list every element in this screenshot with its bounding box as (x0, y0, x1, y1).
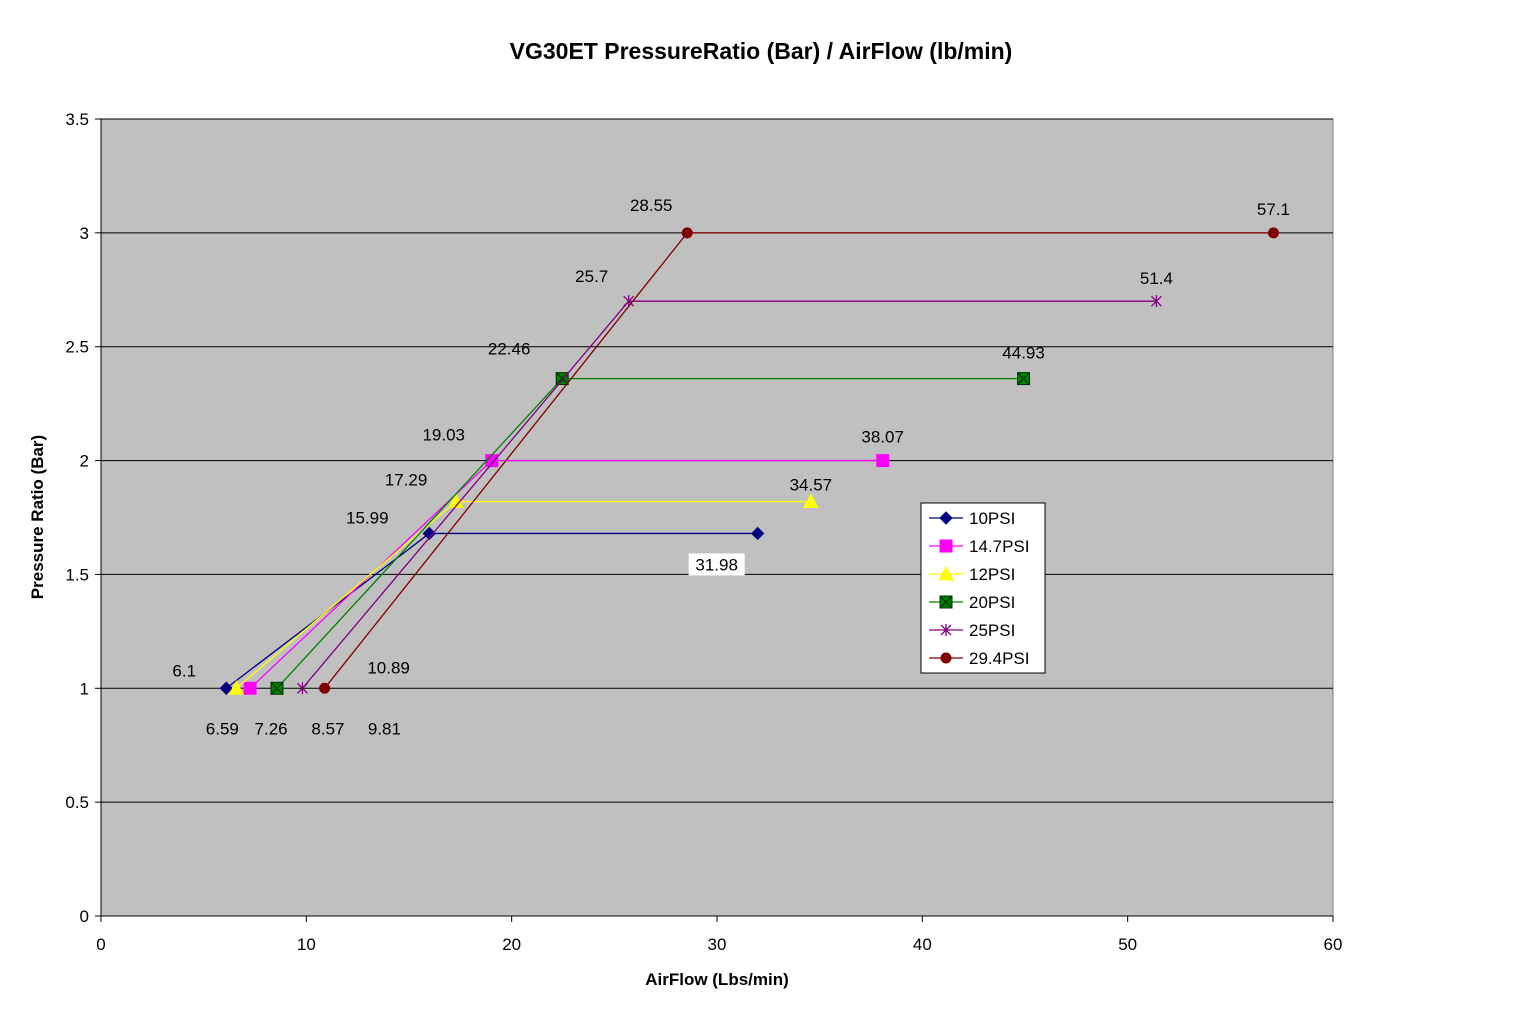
series-layer (219, 227, 1279, 695)
x-tick-label: 20 (502, 935, 521, 954)
series-12PSI (228, 493, 819, 695)
data-point (876, 454, 890, 468)
data-point (319, 682, 331, 694)
data-label: 7.26 (255, 719, 288, 738)
legend-label: 20PSI (969, 593, 1015, 612)
series-25PSI (296, 295, 1162, 695)
data-label: 8.57 (311, 719, 344, 738)
y-tick-label: 2 (80, 452, 89, 471)
legend-item: 29.4PSI (929, 649, 1030, 668)
legend-label: 29.4PSI (969, 649, 1030, 668)
series-10PSI (219, 526, 765, 695)
data-label: 6.59 (206, 719, 239, 738)
data-label: 10.89 (367, 658, 410, 677)
legend-marker (939, 511, 953, 525)
series-20PSI (270, 372, 1031, 695)
y-tick-label: 3.5 (65, 110, 89, 129)
x-tick-label: 50 (1118, 935, 1137, 954)
data-point (623, 295, 635, 308)
data-labels: 6.1 15.99 31.98 7.26 19.03 38.07 6.59 17.29 34.5… (172, 196, 1290, 738)
y-tick-label: 1.5 (65, 565, 89, 584)
data-label: 31.98 (695, 555, 738, 574)
axes: 0 0.5 1 1.5 2 2.5 3 3.5 0 10 20 30 40 50 60 (65, 110, 1342, 954)
data-point (750, 526, 765, 541)
legend-label: 14.7PSI (969, 537, 1030, 556)
legend-marker (939, 595, 953, 609)
x-tick-label: 30 (708, 935, 727, 954)
data-label: 57.1 (1257, 200, 1290, 219)
legend: 10PSI 14.7PSI 12PSI 20PSI 25PSI 29.4PSI (920, 502, 1046, 674)
legend-marker (940, 624, 952, 636)
data-point (296, 682, 308, 695)
data-label: 19.03 (422, 426, 465, 445)
series-14.7PSI (243, 454, 890, 695)
series-29.4PSI (319, 227, 1279, 694)
x-tick-label: 10 (297, 935, 316, 954)
legend-item: 10PSI (929, 509, 1015, 528)
data-label: 25.7 (575, 267, 608, 286)
legend-item: 12PSI (929, 565, 1015, 584)
legend-item: 25PSI (929, 621, 1015, 640)
data-label-bg (688, 553, 745, 576)
legend-label: 10PSI (969, 509, 1015, 528)
plot-area (100, 118, 1334, 917)
legend-marker (938, 565, 954, 581)
y-tick-label: 0 (80, 907, 89, 926)
data-point (681, 227, 693, 239)
data-label: 9.81 (368, 719, 401, 738)
y-tick-label: 1 (80, 679, 89, 698)
data-point (803, 493, 819, 509)
legend-label: 25PSI (969, 621, 1015, 640)
data-point (228, 680, 245, 695)
y-axis-title: Pressure Ratio (Bar) (28, 435, 47, 599)
data-label: 44.93 (1002, 344, 1045, 363)
chart-title: VG30ET PressureRatio (Bar) / AirFlow (lb… (510, 38, 1013, 64)
data-point (243, 681, 257, 695)
legend-item: 14.7PSI (929, 537, 1030, 556)
data-label: 15.99 (346, 508, 389, 527)
data-label: 51.4 (1140, 269, 1173, 288)
data-point (270, 681, 284, 695)
data-point (1017, 372, 1031, 386)
x-tick-label: 0 (96, 935, 105, 954)
y-tick-label: 0.5 (65, 793, 89, 812)
data-label: 34.57 (790, 476, 833, 495)
data-label: 38.07 (861, 428, 904, 447)
x-tick-label: 60 (1324, 935, 1343, 954)
data-label: 6.1 (172, 661, 196, 680)
data-point (422, 526, 437, 541)
x-axis-title: AirFlow (Lbs/min) (645, 970, 789, 989)
data-label: 28.55 (630, 196, 673, 215)
data-label: 17.29 (385, 471, 428, 490)
data-label: 22.46 (488, 340, 531, 359)
data-point (219, 681, 233, 695)
y-tick-label: 2.5 (65, 338, 89, 357)
legend-marker (939, 539, 953, 553)
y-tick-label: 3 (80, 224, 89, 243)
x-tick-label: 40 (913, 935, 932, 954)
legend-label: 12PSI (969, 565, 1015, 584)
data-point (1267, 227, 1279, 239)
legend-marker (940, 652, 952, 664)
legend-item: 20PSI (929, 593, 1015, 612)
legend-box (920, 502, 1046, 674)
data-point (1150, 295, 1162, 308)
